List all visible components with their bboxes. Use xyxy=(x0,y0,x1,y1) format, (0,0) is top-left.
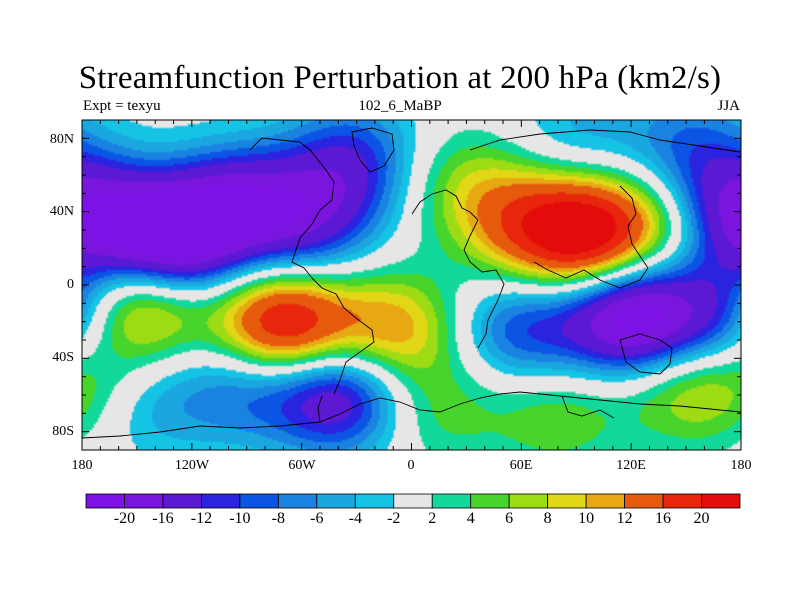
lat-label-40n: 40N xyxy=(49,204,74,219)
lat-label-80n: 80N xyxy=(49,132,74,147)
colorbar-swatch xyxy=(662,493,702,509)
colorbar-level-label: 10 xyxy=(578,510,595,527)
colorbar-swatch xyxy=(431,493,472,509)
colorbar-level-label: 8 xyxy=(543,510,552,527)
experiment-label: Expt = texyu xyxy=(83,98,161,114)
lon-label-120e: 120E xyxy=(616,458,646,473)
colorbar-level-label: -20 xyxy=(113,510,136,527)
lon-label-180w: 180 xyxy=(71,458,93,473)
colorbar-level-label: 4 xyxy=(466,510,475,527)
colorbar-swatch xyxy=(585,493,625,509)
lat-label-80s: 80S xyxy=(52,424,74,439)
lat-label-0: 0 xyxy=(67,277,74,292)
colorbar-swatch xyxy=(470,493,510,509)
season-label: JJA xyxy=(717,98,740,114)
colorbar-swatch xyxy=(85,493,125,509)
colorbar-level-label: -10 xyxy=(229,510,251,527)
case-label: 102_6_MaBP xyxy=(358,98,442,114)
asia-coast xyxy=(469,129,741,289)
lon-label-60e: 60E xyxy=(509,458,533,473)
europe-africa-coast xyxy=(411,189,505,349)
lon-label-0: 0 xyxy=(407,458,415,473)
coastlines xyxy=(82,127,741,439)
colorbar-swatch xyxy=(393,493,433,509)
colorbar-swatch xyxy=(201,493,241,509)
lon-label-180e: 180 xyxy=(730,458,752,473)
north-america-coast xyxy=(249,137,335,279)
colorbar-level-label: -2 xyxy=(387,510,401,527)
colorbar-level-label: 16 xyxy=(655,510,672,527)
figure-title: Streamfunction Perturbation at 200 hPa (… xyxy=(78,60,722,96)
colorbar-level-label: 20 xyxy=(693,510,710,527)
colorbar-swatch xyxy=(508,493,549,509)
greenland-coast xyxy=(351,127,395,173)
colorbar-level-label: -16 xyxy=(152,510,174,527)
south-america-coast xyxy=(311,277,375,395)
colorbar-level-label: -8 xyxy=(271,510,285,527)
colorbar-level-label: -6 xyxy=(310,510,324,527)
antarctic-peninsula xyxy=(317,395,615,423)
colorbar-swatch xyxy=(239,493,279,509)
colorbar-swatch xyxy=(162,493,202,509)
colorbar-level-label: -4 xyxy=(348,510,362,527)
axis-ticks xyxy=(81,119,742,451)
antarctica-coast xyxy=(82,391,741,439)
colorbar xyxy=(85,493,741,509)
colorbar-swatch xyxy=(277,493,318,509)
colorbar-level-label: 2 xyxy=(428,510,437,527)
lon-label-120w: 120W xyxy=(174,458,210,473)
colorbar-swatch xyxy=(701,493,741,509)
colorbar-swatch xyxy=(354,493,395,509)
colorbar-level-label: 6 xyxy=(505,510,514,527)
colorbar-level-label: -12 xyxy=(190,510,213,527)
colorbar-swatch xyxy=(316,493,356,509)
colorbar-swatch xyxy=(124,493,164,509)
colorbar-swatch xyxy=(624,493,664,509)
streamfunction-field xyxy=(82,120,741,450)
colorbar-level-label: 12 xyxy=(616,510,633,527)
lat-label-40s: 40S xyxy=(52,350,74,365)
colorbar-swatch xyxy=(547,493,587,509)
lon-label-60w: 60W xyxy=(288,458,316,473)
australia-coast xyxy=(619,333,673,375)
